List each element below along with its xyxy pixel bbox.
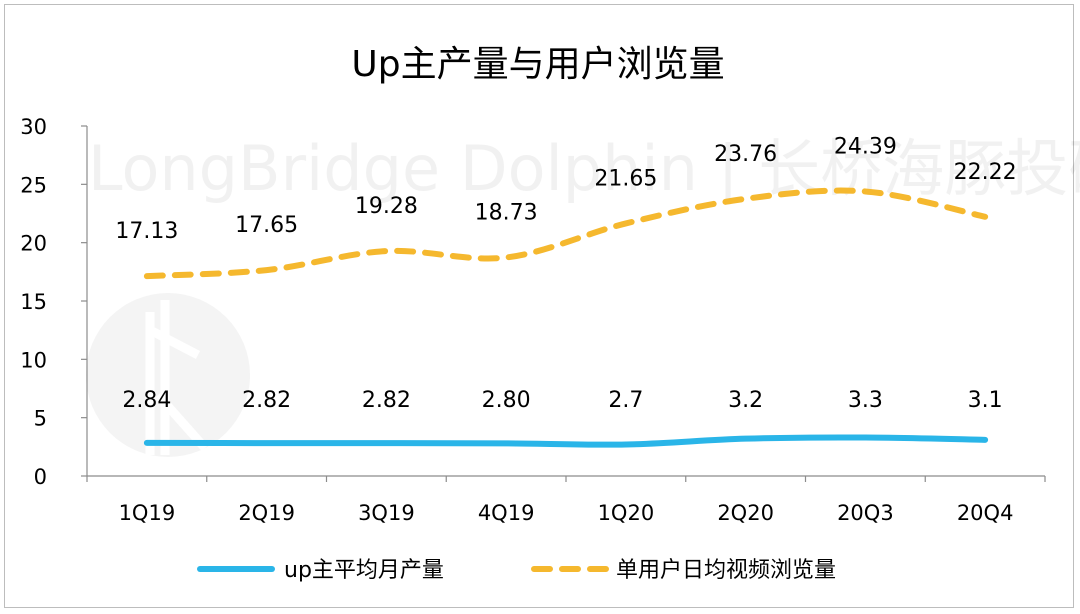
x-tick-label: 4Q19 bbox=[478, 501, 535, 525]
data-label: 2.80 bbox=[482, 388, 531, 413]
x-tick-label: 1Q20 bbox=[598, 501, 655, 525]
data-label: 3.3 bbox=[848, 388, 883, 413]
data-label: 3.2 bbox=[728, 388, 763, 413]
series-line-2 bbox=[143, 187, 989, 280]
data-label: 2.84 bbox=[122, 388, 171, 413]
data-label: 2.7 bbox=[608, 388, 643, 413]
data-label: 24.39 bbox=[834, 134, 897, 159]
data-label: 18.73 bbox=[475, 200, 538, 225]
chart-frame bbox=[4, 4, 1074, 608]
data-label: 3.1 bbox=[968, 388, 1003, 413]
watermark-logo bbox=[86, 293, 250, 457]
legend-label: 单用户日均视频浏览量 bbox=[616, 558, 836, 583]
x-tick-label: 1Q19 bbox=[119, 501, 176, 525]
y-tick-label: 10 bbox=[20, 348, 47, 372]
data-label: 19.28 bbox=[355, 194, 418, 219]
data-label: 22.22 bbox=[954, 160, 1017, 185]
watermark-text: LongBridge Dolphin | 长桥海豚投研 bbox=[88, 132, 1080, 206]
x-tick-label: 2Q19 bbox=[238, 501, 295, 525]
x-axis-ticks: 1Q19 2Q19 3Q19 4Q19 1Q20 2Q20 20Q3 20Q4 bbox=[86, 476, 1046, 525]
data-label: 23.76 bbox=[714, 142, 777, 167]
data-label: 21.65 bbox=[594, 166, 657, 191]
data-label: 17.13 bbox=[115, 219, 178, 244]
data-labels: 2.84 2.82 2.82 2.80 2.7 3.2 3.3 3.1 17.13 17.65 19… bbox=[115, 134, 1016, 413]
series-line-1 bbox=[143, 434, 989, 448]
legend: up主平均月产量 单用户日均视频浏览量 bbox=[197, 558, 836, 583]
y-tick-label: 20 bbox=[20, 232, 47, 256]
y-tick-label: 30 bbox=[20, 115, 47, 139]
data-label: 2.82 bbox=[242, 388, 291, 413]
y-tick-label: 5 bbox=[34, 407, 47, 431]
y-tick-label: 15 bbox=[20, 290, 47, 314]
x-tick-label: 2Q20 bbox=[717, 501, 774, 525]
y-tick-label: 0 bbox=[34, 465, 47, 489]
x-tick-label: 3Q19 bbox=[358, 501, 415, 525]
series-lines bbox=[143, 187, 989, 448]
watermark: LongBridge Dolphin | 长桥海豚投研 bbox=[86, 132, 1080, 457]
x-tick-label: 20Q4 bbox=[957, 501, 1014, 525]
y-tick-label: 25 bbox=[20, 173, 47, 197]
y-axis-ticks: 0 5 10 15 20 25 30 bbox=[20, 115, 87, 489]
chart-title: Up主产量与用户浏览量 bbox=[351, 44, 724, 85]
data-label: 2.82 bbox=[362, 388, 411, 413]
x-tick-label: 20Q3 bbox=[837, 501, 894, 525]
legend-label: up主平均月产量 bbox=[284, 558, 444, 583]
data-label: 17.65 bbox=[235, 213, 298, 238]
